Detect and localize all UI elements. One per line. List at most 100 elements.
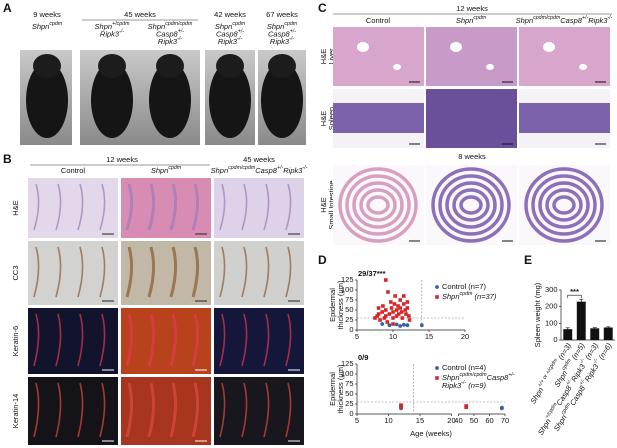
error-bar [565, 327, 570, 331]
data-point [401, 322, 406, 327]
x-tick-label: 70 [501, 416, 509, 425]
x-tick-label: 60 [485, 416, 493, 425]
vessel [357, 42, 369, 52]
micrograph [426, 89, 517, 148]
text-segment: Shpn [516, 16, 534, 25]
tissue-feature [241, 313, 248, 367]
data-point [400, 316, 405, 320]
superscript: cpdm [284, 21, 297, 27]
superscript: cpdm [168, 165, 181, 171]
column-label: Control [366, 16, 391, 25]
data-point [392, 302, 397, 306]
genotype-label: Casp8+/- [268, 29, 296, 39]
legend-label: Shpncpdm (n=37) [442, 291, 497, 301]
text-segment: Shpn [552, 413, 569, 433]
superscript: cpdm/cpdm [228, 165, 256, 171]
tissue-feature [263, 183, 270, 231]
text-segment: Shpn [148, 22, 166, 31]
y-tick-label: 0 [553, 335, 557, 344]
x-axis-label: Age (weeks) [410, 429, 452, 438]
tissue-feature [169, 246, 178, 298]
data-point [419, 323, 424, 328]
legend-marker [435, 366, 439, 370]
text-segment: Ripk3 [583, 362, 601, 384]
tissue-feature [125, 246, 134, 298]
spleen-section [519, 103, 610, 133]
superscript: +/- [582, 15, 589, 21]
superscript: cpdm [473, 15, 486, 21]
row-label: H&E [319, 197, 328, 212]
text-segment: Shpn [215, 22, 233, 31]
tissue-feature [77, 313, 84, 367]
genotype-label: Ripk3-/- [158, 36, 182, 46]
intestine-roll [524, 167, 604, 243]
y-tick-label: 200 [545, 302, 558, 311]
text-segment: Ripk3 [158, 37, 178, 46]
text-segment: Shpn [528, 386, 545, 406]
superscript: +/- [508, 372, 515, 378]
superscript: +/- [579, 378, 588, 387]
tissue-feature [99, 382, 106, 438]
tissue-feature [263, 313, 270, 367]
data-point [499, 405, 504, 410]
tissue-feature [55, 382, 62, 438]
tissue-feature [169, 183, 178, 231]
y-tick-label: 0 [349, 409, 353, 418]
tissue-feature [55, 313, 62, 367]
data-point [391, 316, 395, 320]
data-point [393, 294, 397, 298]
tissue-feature [241, 246, 248, 298]
tissue-feature [99, 183, 106, 231]
data-point [389, 306, 394, 310]
genotype-label: Shpncpdm [32, 21, 63, 31]
data-point [396, 304, 400, 308]
row-label: Keratin-6 [11, 326, 20, 356]
x-tick-label: 10 [389, 332, 397, 341]
superscript: +/cpdm [112, 21, 130, 27]
tissue-feature [125, 382, 134, 438]
row-label: Liver [327, 48, 336, 65]
data-point [378, 318, 382, 322]
vessel [579, 64, 587, 70]
data-point [380, 310, 384, 314]
tissue-feature [263, 246, 270, 298]
y-axis-label: Spleen weight (mg) [533, 282, 542, 347]
y-tick-label: 75 [345, 295, 353, 304]
data-point [384, 278, 388, 282]
intestine-roll [459, 195, 483, 215]
age-header: 42 weeks [214, 10, 246, 19]
text-segment: Casp8 [216, 29, 239, 38]
data-point [398, 306, 402, 310]
y-tick-label: 125 [341, 275, 354, 284]
tissue-feature [219, 183, 226, 231]
text-segment: Shpn [151, 166, 169, 175]
y-axis-label: thickness (µm) [336, 280, 345, 329]
row-label: H&E [319, 49, 328, 64]
superscript: -/- [592, 358, 600, 366]
panel-label: B [3, 152, 12, 166]
tissue-feature [219, 246, 226, 298]
tissue-feature [147, 246, 156, 298]
tissue-feature [263, 382, 270, 438]
intestine-roll [352, 181, 404, 229]
column-label: Shpncpdm/cpdmCasp8+/-Ripk3-/- [211, 165, 308, 175]
text-segment: Casp8 [560, 16, 583, 25]
vessel [393, 64, 401, 70]
legend-label: Ripk3-/- (n=9) [442, 380, 486, 390]
age-header: 45 weeks [243, 155, 275, 164]
text-segment: Ripk3 [588, 16, 608, 25]
tissue-feature [219, 382, 226, 438]
superscript: -/- [461, 380, 466, 386]
superscript: +/- [238, 29, 245, 35]
data-point [389, 300, 393, 304]
y-tick-label: 75 [345, 379, 353, 388]
x-tick-label: 15 [425, 332, 433, 341]
mouse-head [98, 54, 126, 78]
data-point [396, 312, 401, 316]
text-segment: Shpn [211, 166, 229, 175]
tissue-feature [241, 183, 248, 231]
tissue-feature [33, 382, 40, 438]
superscript: -/- [579, 358, 587, 366]
data-point [402, 294, 406, 298]
